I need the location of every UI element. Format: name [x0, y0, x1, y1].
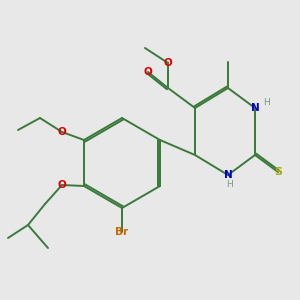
- Text: H: H: [226, 180, 233, 189]
- Text: N: N: [224, 170, 232, 180]
- Text: O: O: [164, 58, 172, 68]
- Text: H: H: [263, 98, 270, 107]
- Text: O: O: [58, 127, 66, 137]
- Text: O: O: [144, 67, 152, 77]
- Text: N: N: [250, 103, 260, 113]
- Text: S: S: [274, 167, 282, 177]
- Text: O: O: [58, 180, 66, 190]
- Text: Br: Br: [116, 227, 129, 237]
